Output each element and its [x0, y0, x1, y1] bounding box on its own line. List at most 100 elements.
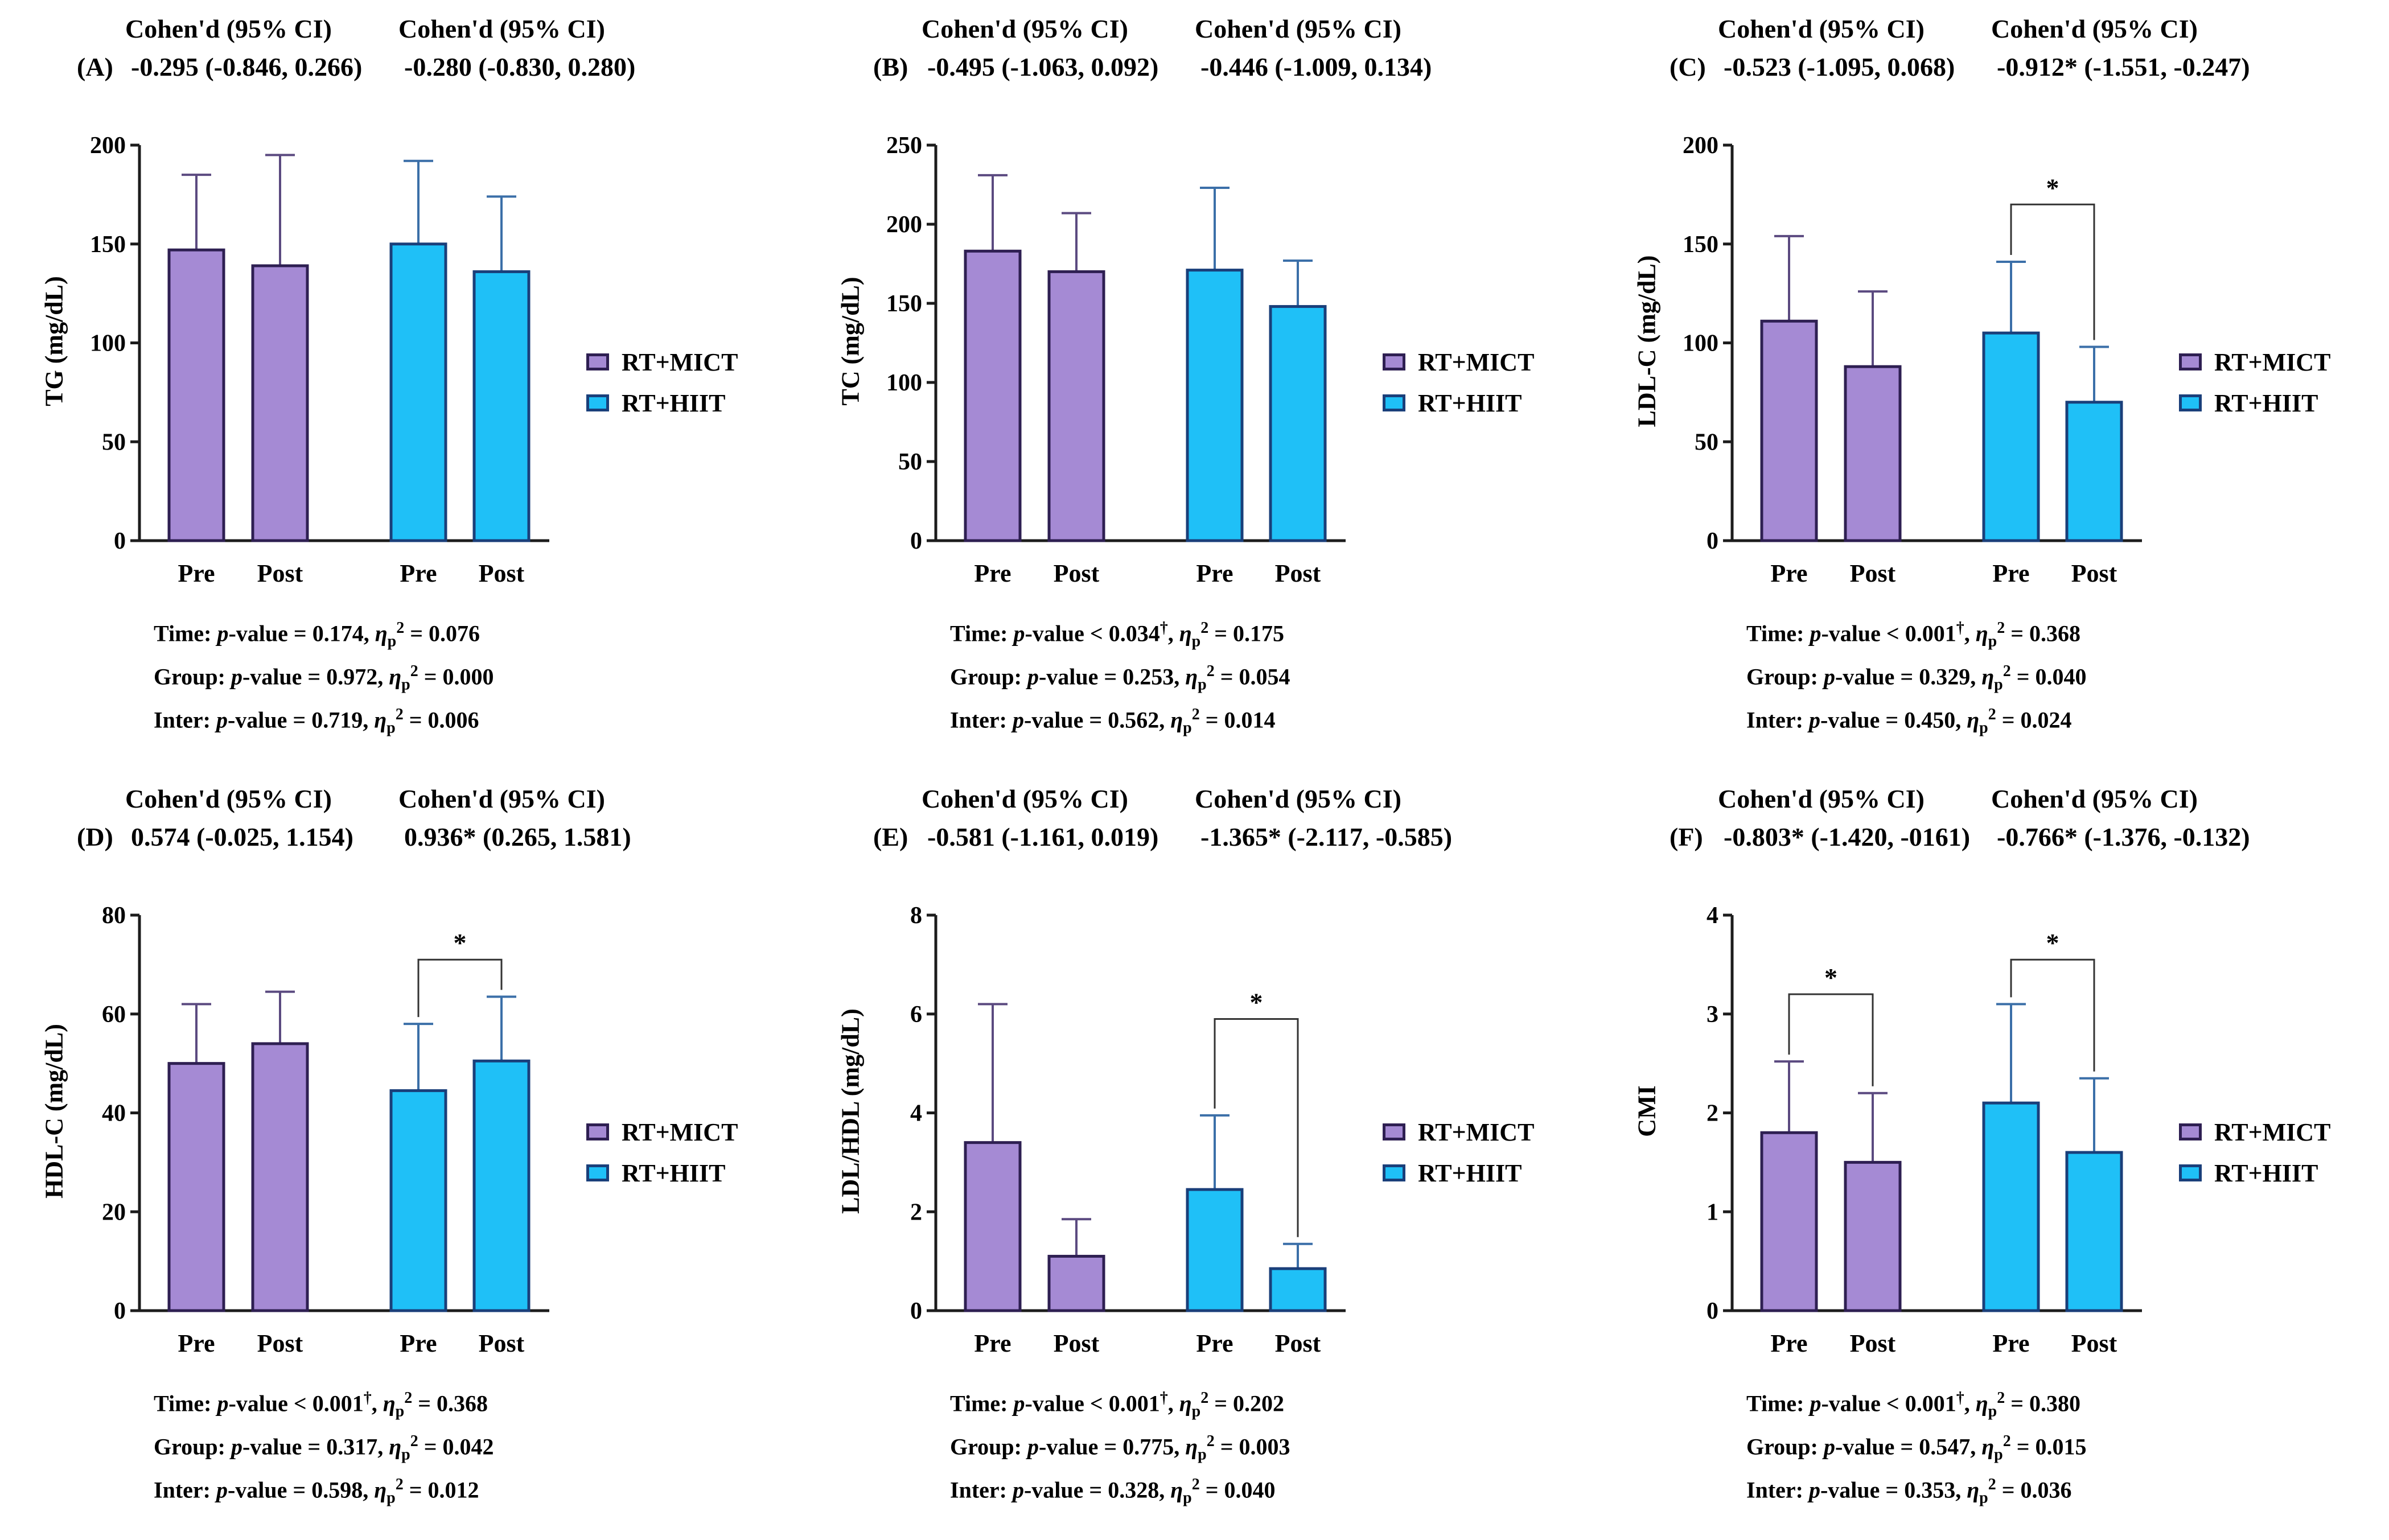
x-tick-label: Post: [2071, 559, 2117, 587]
panel-label: (D): [77, 822, 113, 851]
separator: ,: [377, 1434, 389, 1460]
x-tick-label: Pre: [400, 559, 437, 587]
eta-value: 0.000: [442, 664, 494, 690]
bar-mict-pre: [964, 249, 1022, 542]
bar-chart: 0 20 40 60 80 Pre Post Pre Post *: [102, 903, 549, 1357]
separator: ,: [1159, 707, 1171, 733]
x-tick-label: Post: [1054, 1329, 1100, 1357]
eta-superscript: 2: [404, 1389, 413, 1407]
p-symbol: p: [217, 1390, 229, 1417]
p-suffix: -value <: [1821, 1390, 1905, 1417]
dagger-mark: †: [363, 1389, 372, 1407]
equals: =: [412, 1390, 437, 1417]
dagger-mark: †: [1956, 1389, 1964, 1407]
p-value: 0.034: [1108, 620, 1160, 647]
y-tick-label: 40: [102, 1101, 126, 1127]
legend-swatch-mict: [586, 1123, 609, 1140]
p-value: 0.174: [312, 620, 364, 647]
x-tick-label: Post: [1275, 559, 1321, 587]
eta-symbol: η: [1179, 620, 1192, 647]
cohen-header-hiit: Cohen'd (95% CI): [398, 784, 605, 813]
separator: ,: [1167, 620, 1179, 647]
bar-hiit-pre: [1186, 1188, 1244, 1312]
eta-symbol: η: [374, 1477, 387, 1503]
legend-label-mict: RT+MICT: [2214, 1118, 2331, 1146]
legend-item-mict: RT+MICT: [2179, 1111, 2330, 1152]
p-symbol: p: [217, 620, 229, 647]
cohen-value-mict: -0.295 (-0.846, 0.266): [131, 52, 363, 81]
y-tick-label: 80: [102, 903, 126, 929]
x-tick-label: Pre: [178, 1329, 215, 1357]
x-tick-label: Pre: [1770, 1329, 1807, 1357]
x-tick-label: Post: [1850, 1329, 1896, 1357]
equals: =: [1208, 1390, 1233, 1417]
eta-subscript: p: [1191, 1402, 1201, 1420]
eta-subscript: p: [401, 676, 410, 694]
x-tick-label: Post: [1850, 559, 1896, 587]
bar-hiit-post: [2065, 401, 2123, 542]
legend-label-mict: RT+MICT: [1418, 348, 1535, 376]
stat-label: Inter:: [1746, 707, 1809, 733]
legend-label-mict: RT+MICT: [622, 348, 738, 376]
bar-hiit-post: [1269, 305, 1327, 542]
cohen-header-hiit: Cohen'd (95% CI): [1195, 784, 1401, 813]
p-value: 0.450: [1904, 707, 1956, 733]
bar-mict-post: [1047, 270, 1105, 542]
separator: ,: [1964, 1390, 1976, 1417]
stat-label: Group:: [1746, 664, 1824, 690]
legend-item-mict: RT+MICT: [586, 1111, 738, 1152]
stat-label: Time:: [950, 1390, 1014, 1417]
eta-symbol: η: [389, 1434, 402, 1460]
legend-item-hiit: RT+HIIT: [1383, 382, 1534, 423]
eta-superscript: 2: [1206, 662, 1215, 680]
stat-label: Inter:: [154, 1477, 216, 1503]
eta-symbol: η: [1967, 1477, 1980, 1503]
y-tick-label: 2: [1707, 1101, 1718, 1127]
dagger-mark: †: [1159, 619, 1168, 637]
p-value: 0.775: [1122, 1434, 1174, 1460]
bar-mict-pre: [167, 1062, 225, 1312]
eta-symbol: η: [1975, 620, 1988, 647]
eta-subscript: p: [1994, 676, 2003, 694]
separator: ,: [1174, 1434, 1186, 1460]
x-tick-label: Pre: [974, 559, 1011, 587]
x-tick-label: Post: [257, 1329, 303, 1357]
p-symbol: p: [1810, 1390, 1821, 1417]
x-tick-label: Post: [1054, 559, 1100, 587]
y-tick-label: 200: [886, 212, 922, 238]
legend: RT+MICT RT+HIIT: [586, 1111, 738, 1193]
eta-value: 0.040: [1224, 1477, 1276, 1503]
eta-subscript: p: [395, 1402, 405, 1420]
stat-label: Time:: [1746, 620, 1810, 647]
cohen-header-mict: Cohen'd (95% CI): [125, 784, 332, 813]
cohen-header-hiit: Cohen'd (95% CI): [1195, 14, 1401, 43]
p-symbol: p: [1013, 620, 1025, 647]
chart-panel-1: (A) Cohen'd (95% CI) -0.295 (-0.846, 0.2…: [0, 0, 796, 770]
stat-inter: Inter: p-value = 0.562, ηp2 = 0.014: [950, 707, 1276, 736]
cohen-value-mict: -0.581 (-1.161, 0.019): [927, 822, 1159, 851]
p-suffix: -value =: [242, 664, 327, 690]
y-tick-label: 200: [90, 133, 126, 159]
stat-label: Time:: [950, 620, 1014, 647]
p-suffix: -value =: [1038, 664, 1123, 690]
legend-swatch-hiit: [2179, 1164, 2202, 1181]
p-symbol: p: [1027, 1434, 1039, 1460]
y-tick-label: 3: [1707, 1002, 1718, 1028]
significance-star: *: [1250, 987, 1263, 1016]
eta-superscript: 2: [1997, 619, 2005, 637]
legend: RT+MICT RT+HIIT: [1383, 1111, 1534, 1193]
stat-label: Inter:: [154, 707, 216, 733]
legend: RT+MICT RT+HIIT: [2179, 1111, 2330, 1193]
significance-bracket: [1214, 1018, 1299, 1237]
stat-label: Inter:: [1746, 1477, 1809, 1503]
legend-item-hiit: RT+HIIT: [2179, 1152, 2330, 1193]
eta-value: 0.040: [2035, 664, 2087, 690]
panel-label: (F): [1670, 822, 1703, 851]
p-symbol: p: [1012, 707, 1024, 733]
x-tick-label: Post: [257, 559, 303, 587]
y-tick-label: 0: [1707, 1298, 1718, 1324]
equals: =: [2005, 620, 2030, 647]
p-suffix: -value <: [1821, 620, 1905, 647]
separator: ,: [363, 707, 375, 733]
panel-label: (B): [873, 52, 908, 81]
